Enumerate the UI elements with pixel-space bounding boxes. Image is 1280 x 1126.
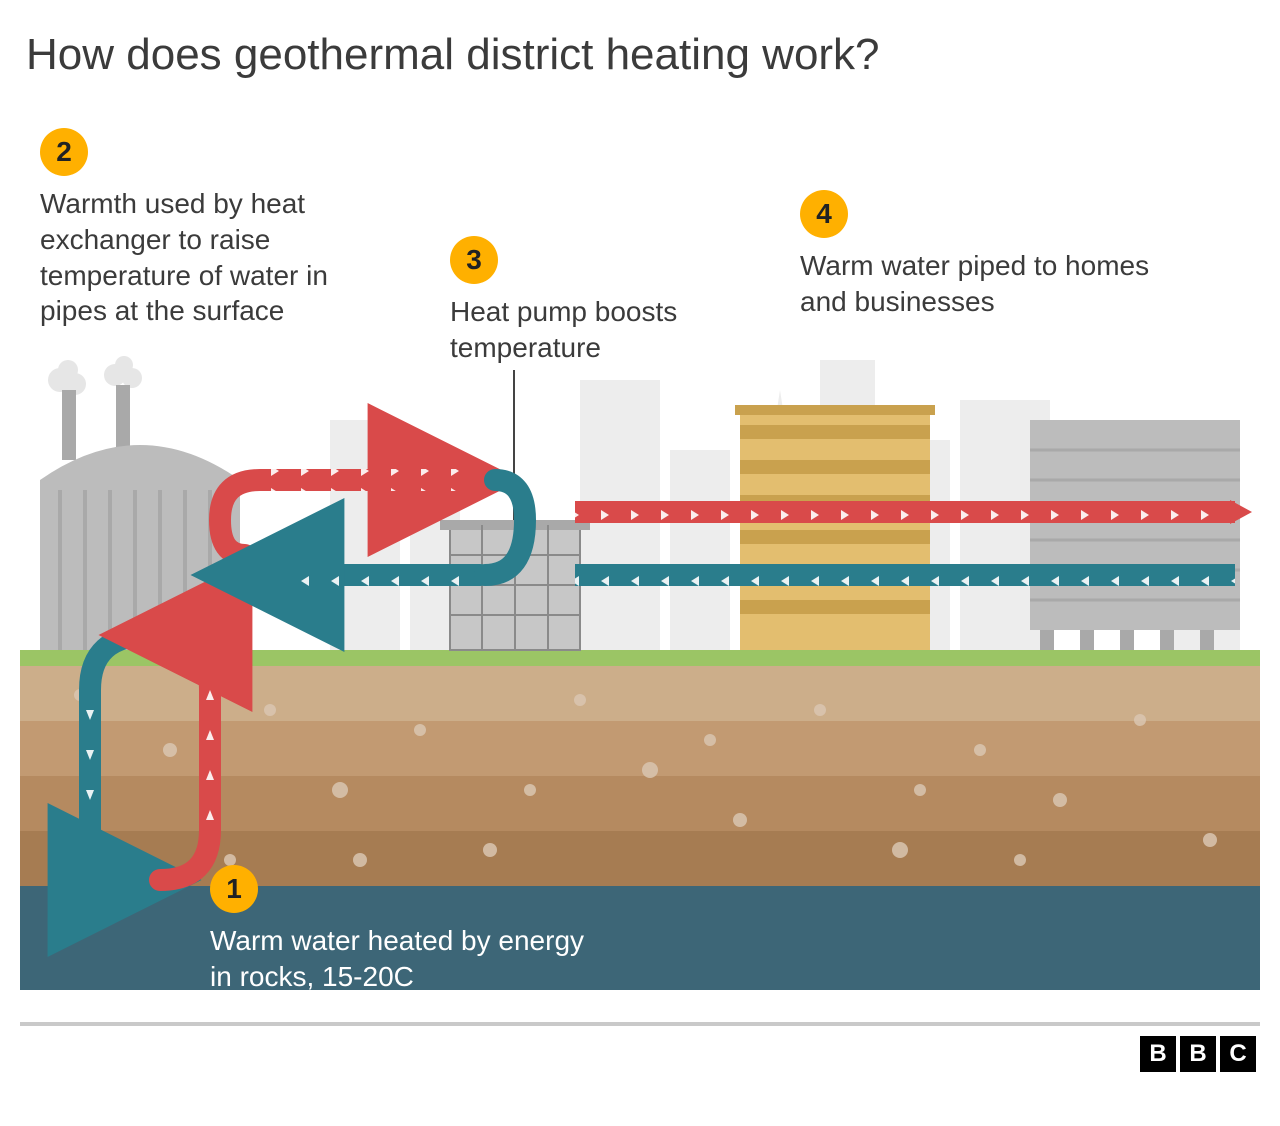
infographic-container: How does geothermal district heating wor…: [20, 20, 1260, 1080]
step-1-text: Warm water heated by energy in rocks, 15…: [210, 923, 590, 995]
step-2-text: Warmth used by heat exchanger to raise t…: [40, 186, 400, 329]
bbc-logo-b1: B: [1140, 1036, 1176, 1072]
step-4-text: Warm water piped to homes and businesses: [800, 248, 1160, 320]
step-3: 3 Heat pump boosts temperature: [450, 236, 750, 366]
step-2-badge: 2: [40, 128, 88, 176]
infographic-title: How does geothermal district heating wor…: [20, 20, 1260, 110]
factory-building: [40, 356, 240, 650]
step-2: 2 Warmth used by heat exchanger to raise…: [40, 128, 400, 329]
diagram-scene: [20, 350, 1260, 990]
scene-svg: [20, 350, 1260, 990]
step-1: 1 Warm water heated by energy in rocks, …: [210, 865, 590, 995]
step-4: 4 Warm water piped to homes and business…: [800, 190, 1160, 320]
deep-rock-layer: [20, 886, 1260, 990]
commercial-building-grey: [1030, 420, 1240, 650]
footer-divider: [20, 1022, 1260, 1026]
step-4-badge: 4: [800, 190, 848, 238]
step-3-badge: 3: [450, 236, 498, 284]
bbc-logo-b2: B: [1180, 1036, 1216, 1072]
bbc-logo-c: C: [1220, 1036, 1256, 1072]
step-1-badge: 1: [210, 865, 258, 913]
bbc-logo: B B C: [1140, 1036, 1256, 1072]
residential-building-tan-front: [735, 405, 935, 650]
